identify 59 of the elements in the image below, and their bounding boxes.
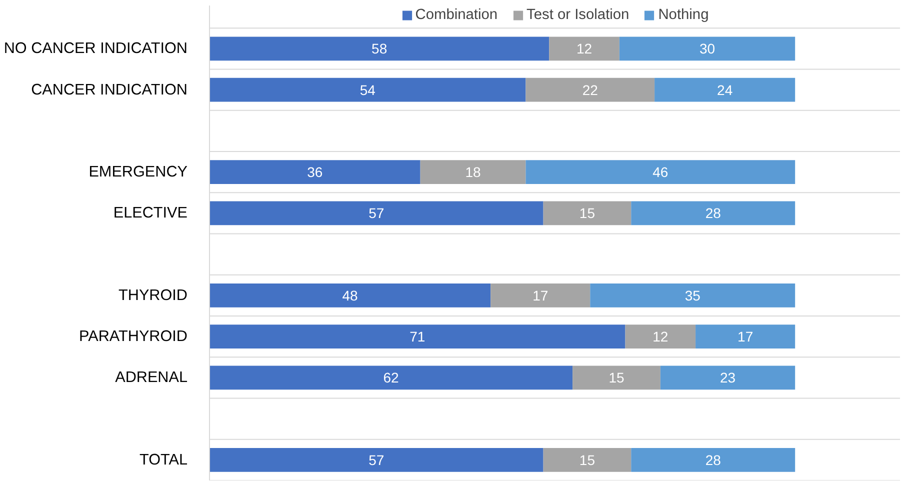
data-label: 15 [579,452,596,468]
bar [420,160,526,184]
bar [696,324,796,348]
data-label: 36 [307,164,323,180]
bar [210,448,544,472]
y-tick-label: PARATHYROID [79,328,188,346]
y-tick-label: CANCER INDICATION [31,81,188,98]
data-label: 17 [738,328,754,345]
bar [210,324,626,348]
data-label: 12 [652,328,668,345]
data-label: 54 [360,82,376,98]
y-tick-label: TOTAL [140,451,188,468]
data-label: 18 [465,164,482,180]
data-label: 12 [576,40,592,57]
legend-label: Test or Isolation [526,7,630,23]
data-label: 17 [532,287,548,304]
y-tick-label: THYROID [118,286,188,304]
bar [490,284,590,308]
data-label: 15 [579,205,596,222]
bar [631,448,796,472]
legend-label: Nothing [658,7,709,23]
bar [210,284,491,308]
bar [210,78,526,102]
y-tick-label: NO CANCER INDICATION [4,40,188,58]
data-label: 28 [705,452,722,468]
data-label: 71 [410,328,426,345]
data-label: 62 [383,370,400,386]
data-label: 46 [652,164,668,180]
bar [543,201,632,226]
data-label: 35 [684,287,701,304]
bar [543,448,632,472]
data-label: 57 [368,452,384,468]
data-label: 28 [705,205,722,222]
bar [654,78,796,102]
bar [619,36,796,61]
bar [210,36,550,61]
bar [526,160,796,184]
y-tick-label: ADRENAL [115,369,188,386]
bar [625,324,696,348]
data-label: 22 [582,82,598,98]
data-label: 48 [342,287,358,304]
bar [549,36,620,61]
bar [210,366,573,390]
bar [572,366,660,390]
legend-label: Combination [415,7,498,23]
data-label: 15 [608,370,624,386]
data-label: 57 [368,205,384,222]
bar [590,284,796,308]
bar [660,366,796,390]
bar [526,78,655,102]
data-label: 23 [720,370,736,386]
y-tick-label: EMERGENCY [88,164,188,181]
data-label: 24 [717,82,733,98]
bar [210,201,544,226]
data-label: 30 [699,40,716,57]
bar [210,160,420,184]
bar [631,201,796,226]
data-label: 58 [372,40,388,57]
y-tick-label: ELECTIVE [113,204,188,222]
